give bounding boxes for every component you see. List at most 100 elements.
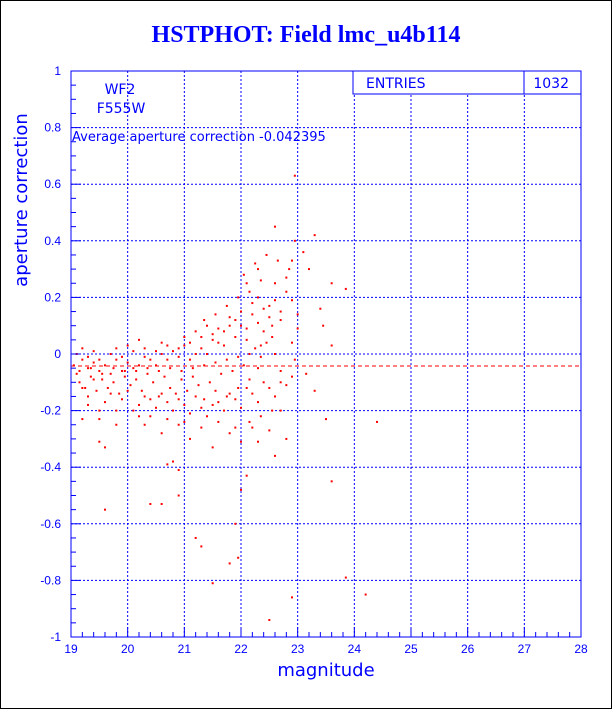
data-point [254, 262, 257, 265]
data-point [240, 324, 242, 327]
y-tick-label: -0.4 [40, 460, 61, 474]
data-point [132, 350, 135, 353]
y-tick-label: 0.2 [44, 290, 61, 304]
data-point [251, 302, 254, 305]
data-point [143, 355, 146, 358]
data-point [228, 392, 231, 395]
data-point [251, 313, 254, 316]
data-point [189, 437, 191, 440]
data-point [177, 423, 180, 426]
data-point [177, 494, 180, 497]
y-tick-label: 0 [54, 347, 61, 361]
data-point [189, 412, 191, 415]
data-point [172, 409, 174, 412]
data-point [126, 361, 129, 364]
data-point [126, 389, 129, 392]
data-point [223, 344, 225, 347]
data-point [268, 316, 271, 319]
data-point [257, 268, 259, 271]
data-point [98, 418, 101, 421]
axis-ticks: 19 20 21 22 23 24 25 26 27 28 -1 -0.8 -0.6 -0.4 -0.2 0 0… [40, 64, 588, 656]
data-point [242, 364, 245, 367]
data-point [214, 361, 217, 364]
y-tick-label: 1 [54, 64, 61, 78]
data-point [237, 386, 240, 389]
data-point [112, 381, 115, 384]
data-point [146, 372, 149, 375]
data-point [296, 313, 299, 316]
data-point [143, 347, 146, 350]
data-point [160, 341, 163, 344]
data-point [112, 367, 115, 370]
data-point [322, 324, 325, 327]
data-point [240, 440, 242, 443]
x-tick-label: 25 [404, 642, 418, 656]
data-point [279, 310, 282, 313]
data-point [274, 282, 276, 285]
y-tick-label: 0.8 [44, 121, 61, 135]
x-axis-title: magnitude [277, 660, 374, 681]
data-point [186, 389, 189, 392]
data-point [234, 336, 237, 339]
data-point [211, 338, 214, 341]
data-point [259, 355, 262, 358]
data-point [115, 409, 118, 412]
y-tick-label: -0.2 [40, 404, 61, 418]
data-point [200, 336, 203, 339]
data-point [228, 562, 231, 565]
data-point [268, 386, 271, 389]
data-point [257, 440, 259, 443]
data-point [123, 375, 126, 378]
data-point [288, 268, 291, 271]
data-point [208, 381, 211, 384]
data-point [75, 372, 78, 375]
data-point [174, 392, 177, 395]
data-point [180, 369, 183, 372]
data-point [155, 406, 157, 409]
data-point [115, 358, 118, 361]
data-point [194, 395, 197, 398]
x-tick-label: 24 [348, 642, 362, 656]
data-point [166, 401, 169, 404]
y-tick-label: -0.6 [40, 517, 61, 531]
data-point [163, 375, 166, 378]
data-point [344, 287, 347, 290]
data-point [217, 401, 220, 404]
data-point [155, 364, 157, 367]
data-point [265, 341, 268, 344]
data-point [126, 344, 129, 347]
data-point [291, 341, 293, 344]
data-point [81, 347, 84, 350]
data-point [262, 330, 265, 333]
x-tick-label: 27 [518, 642, 532, 656]
data-point [293, 358, 296, 361]
data-point [248, 353, 251, 355]
x-tick-label: 26 [461, 642, 475, 656]
data-point [160, 502, 163, 505]
data-point [169, 386, 172, 389]
data-point [234, 426, 237, 429]
data-point [313, 234, 316, 237]
data-point [206, 415, 208, 418]
data-point [225, 304, 228, 307]
average-annotation: Average aperture correction -0.042395 [72, 130, 326, 145]
grid [71, 71, 581, 637]
data-point [225, 358, 228, 361]
data-point [149, 415, 152, 418]
data-point [296, 327, 299, 330]
data-point [194, 536, 197, 539]
data-point [98, 358, 101, 361]
data-point [248, 290, 251, 293]
x-tick-label: 23 [291, 642, 305, 656]
data-point [87, 395, 89, 398]
data-point [160, 353, 163, 355]
data-point [344, 576, 347, 579]
data-point [291, 596, 293, 599]
data-point [95, 389, 98, 392]
data-point [160, 392, 163, 395]
data-point [200, 545, 203, 548]
data-point [87, 403, 89, 406]
y-tick-label: 0.6 [44, 177, 61, 191]
data-point [257, 296, 259, 299]
x-tick-label: 28 [574, 642, 588, 656]
